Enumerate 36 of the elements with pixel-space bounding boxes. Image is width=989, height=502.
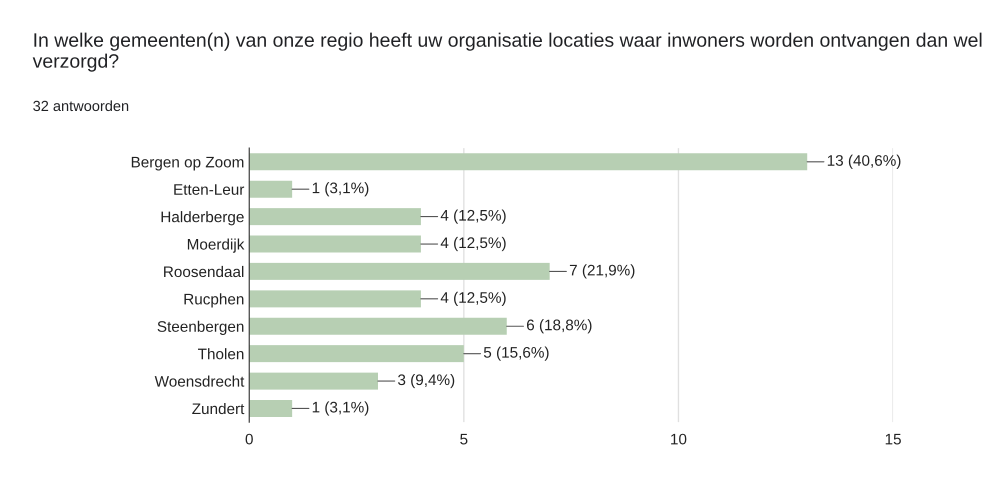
data-label: 4 (12,5%) (440, 292, 506, 306)
data-label: 4 (12,5%) (440, 209, 506, 224)
data-label: 5 (15,6%) (484, 346, 549, 361)
bar (249, 153, 808, 170)
data-label: 4 (12,5%) (440, 236, 506, 252)
x-tick-label: 0 (246, 434, 253, 445)
y-tick-label: Woensdrecht (154, 376, 244, 387)
data-label: 6 (18,8%) (526, 319, 592, 334)
y-tick-label: Steenbergen (158, 320, 244, 335)
bar (249, 318, 507, 335)
bar (249, 400, 292, 417)
data-label: 1 (3,1%) (312, 401, 368, 416)
y-tick-label: Moerdijk (188, 238, 244, 253)
bar (249, 290, 421, 308)
data-label: 3 (9,4%) (398, 374, 454, 388)
x-tick-label: 10 (671, 434, 686, 445)
bar (249, 236, 421, 253)
data-label: 1 (3,1%) (312, 182, 368, 196)
y-tick-label: Bergen op Zoom (132, 156, 244, 170)
text: 32 antwoorden (33, 100, 128, 112)
bar (249, 208, 421, 226)
data-label: 7 (21,9%) (570, 264, 634, 279)
bar (249, 345, 464, 362)
x-tick-label: 15 (886, 434, 901, 445)
y-tick-label: Etten-Leur (174, 184, 244, 195)
data-label: 13 (40,6%) (828, 154, 900, 169)
bar (249, 262, 550, 280)
bar (249, 372, 378, 390)
y-tick-label: Halderberge (162, 211, 244, 226)
y-tick-label: Zundert (192, 402, 244, 414)
x-tick-label: 5 (460, 434, 468, 445)
y-tick-label: Rucphen (184, 293, 244, 308)
chart-title: In welke gemeenten(n) van onze regio heeft uw organisatie locaties waar inwoners worden ontvangen dan wel verzorgd? (32, 32, 982, 72)
bar (249, 180, 292, 198)
y-tick-label: Roosendaal (164, 266, 244, 278)
y-tick-label: Tholen (198, 348, 244, 360)
